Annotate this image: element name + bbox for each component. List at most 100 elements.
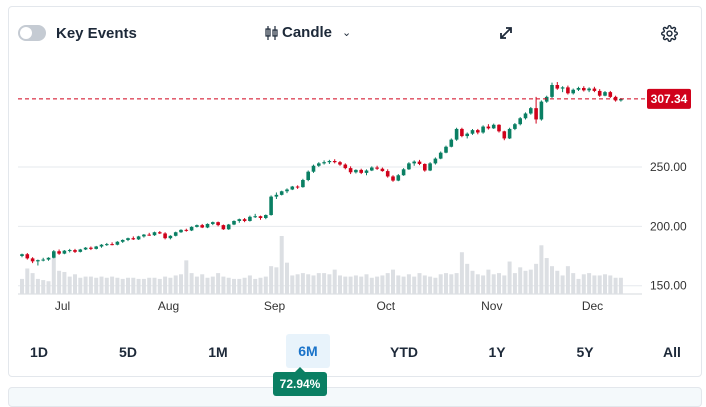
range-all[interactable]: All bbox=[663, 344, 681, 360]
range-1y[interactable]: 1Y bbox=[488, 344, 506, 360]
candle bbox=[423, 163, 427, 172]
candle bbox=[391, 175, 395, 182]
candle bbox=[25, 253, 30, 260]
volume-bar bbox=[364, 274, 369, 294]
volume-bar bbox=[51, 258, 56, 294]
volume-bar bbox=[385, 273, 390, 294]
candle bbox=[295, 185, 300, 189]
volume-bar bbox=[459, 252, 464, 294]
volume-bar bbox=[131, 277, 136, 294]
volume-bar bbox=[454, 273, 459, 294]
candle bbox=[603, 90, 607, 97]
volume-bar bbox=[46, 281, 51, 294]
candle bbox=[396, 174, 401, 182]
volume-bar bbox=[141, 278, 146, 294]
range-ytd[interactable]: YTD bbox=[390, 344, 418, 360]
expand-icon[interactable] bbox=[498, 25, 514, 41]
chevron-down-icon: ⌄ bbox=[342, 27, 352, 39]
volume-bar bbox=[565, 266, 570, 294]
volume-bar bbox=[226, 277, 231, 294]
volume-bar bbox=[67, 276, 72, 294]
candle bbox=[242, 218, 247, 223]
candle bbox=[89, 246, 93, 251]
key-events-toggle[interactable] bbox=[18, 25, 46, 41]
price-chart[interactable]: 150.00 200.00 250.00 Jul Aug Sep Oct Nov Dec 307… bbox=[0, 0, 706, 330]
volume-bar bbox=[475, 274, 480, 294]
volume-bar bbox=[269, 266, 274, 294]
volume-bar bbox=[550, 266, 554, 294]
candle bbox=[476, 128, 480, 135]
candle bbox=[62, 250, 67, 255]
candle bbox=[41, 257, 45, 262]
candle bbox=[507, 127, 512, 140]
candle bbox=[513, 123, 517, 131]
x-tick-label: Oct bbox=[376, 299, 395, 313]
volume-bar bbox=[300, 273, 305, 294]
candle bbox=[311, 164, 316, 173]
candle bbox=[221, 224, 226, 230]
candle bbox=[555, 82, 560, 90]
volume-bar bbox=[263, 276, 268, 294]
candle bbox=[327, 159, 332, 164]
volume-bar bbox=[157, 278, 162, 294]
volume-bar bbox=[168, 277, 173, 294]
candle bbox=[232, 220, 236, 226]
candle bbox=[539, 100, 544, 121]
x-tick-label: Jul bbox=[55, 299, 70, 313]
candle bbox=[105, 242, 109, 246]
chart-type-label: Candle bbox=[282, 24, 333, 41]
x-tick-label: Nov bbox=[481, 299, 502, 313]
range-5y[interactable]: 5Y bbox=[576, 344, 594, 360]
volume-bar bbox=[343, 276, 348, 294]
volume-bar bbox=[285, 262, 289, 294]
volume-bar bbox=[78, 277, 83, 294]
candle bbox=[248, 215, 252, 222]
candle bbox=[491, 123, 496, 129]
volume-bar bbox=[613, 277, 618, 294]
volume-bar bbox=[406, 274, 411, 294]
candle bbox=[587, 87, 591, 93]
candle bbox=[115, 241, 120, 246]
candle bbox=[597, 89, 602, 97]
current-price-label: 307.34 bbox=[651, 92, 688, 106]
candle bbox=[99, 244, 104, 248]
candle bbox=[52, 250, 56, 259]
volume-bar bbox=[597, 275, 602, 294]
volume-bar bbox=[200, 274, 205, 294]
candle bbox=[274, 192, 279, 199]
candle bbox=[322, 160, 326, 165]
chart-type-dropdown[interactable]: Candle ⌄ bbox=[265, 24, 351, 41]
volume-bar bbox=[603, 274, 607, 294]
toggle-knob bbox=[20, 27, 32, 39]
volume-bar bbox=[274, 267, 279, 294]
range-5d[interactable]: 5D bbox=[119, 344, 137, 360]
range-1d[interactable]: 1D bbox=[30, 344, 48, 360]
range-6m[interactable]: 6M bbox=[286, 334, 330, 368]
volume-bar bbox=[216, 273, 221, 294]
candle bbox=[36, 259, 40, 266]
x-tick-label: Sep bbox=[264, 299, 286, 313]
volume-bar bbox=[560, 275, 565, 294]
candle bbox=[560, 86, 565, 93]
candle bbox=[460, 127, 464, 138]
volume-bar bbox=[332, 269, 337, 294]
volume-bar bbox=[375, 276, 380, 294]
volume-bar bbox=[57, 270, 62, 294]
volume-bar bbox=[369, 277, 374, 294]
volume-bar bbox=[104, 277, 109, 294]
gear-icon[interactable] bbox=[661, 25, 678, 42]
candle bbox=[364, 169, 369, 176]
candle bbox=[120, 239, 125, 243]
volume-bar bbox=[41, 280, 46, 294]
volume-bar bbox=[83, 276, 88, 294]
volume-bar bbox=[544, 258, 549, 294]
volume-bar bbox=[391, 269, 395, 294]
candle bbox=[147, 232, 151, 236]
candle bbox=[205, 223, 210, 229]
range-1m[interactable]: 1M bbox=[208, 344, 228, 360]
volume-bar bbox=[608, 275, 613, 294]
volume-bar bbox=[438, 274, 443, 294]
candle bbox=[211, 221, 215, 226]
candle bbox=[131, 236, 136, 240]
y-tick-label: 150.00 bbox=[650, 279, 687, 293]
